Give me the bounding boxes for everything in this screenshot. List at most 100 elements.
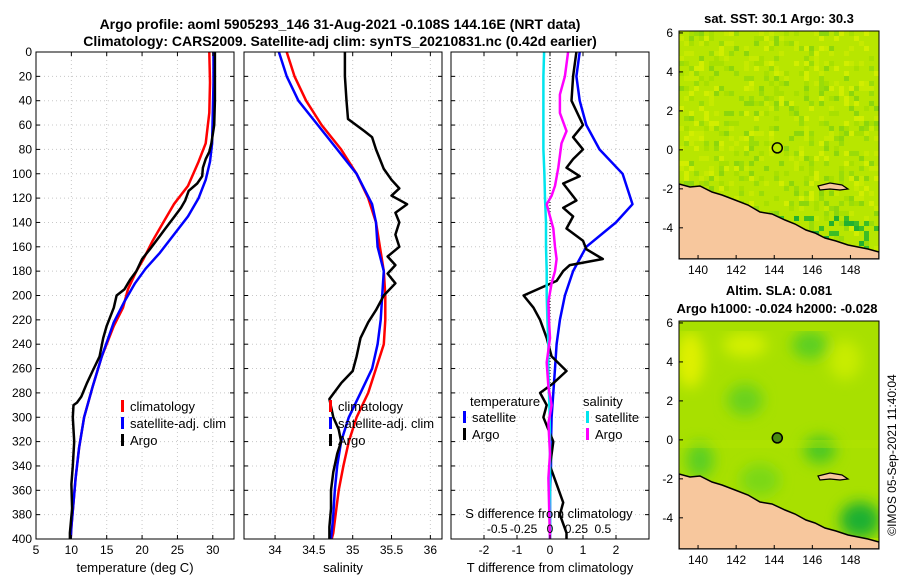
- sst-cell: [814, 61, 819, 66]
- sst-cell: [874, 211, 879, 216]
- sst-cell: [814, 176, 819, 181]
- sst-cell: [804, 76, 809, 81]
- sst-cell: [764, 71, 769, 76]
- y-tick-label: 2: [666, 394, 673, 408]
- sst-cell: [829, 61, 834, 66]
- sst-cell: [704, 111, 709, 116]
- legend-heading-salinity: salinity: [583, 394, 623, 409]
- sst-cell: [829, 176, 834, 181]
- island-manus: [817, 472, 850, 481]
- sst-cell: [719, 131, 724, 136]
- sst-cell: [779, 161, 784, 166]
- sst-cell: [854, 131, 859, 136]
- sst-cell: [799, 121, 804, 126]
- sst-cell: [814, 171, 819, 176]
- sst-cell: [684, 76, 689, 81]
- sst-cell: [874, 176, 879, 181]
- sst-cell: [809, 191, 814, 196]
- sst-cell: [749, 56, 754, 61]
- sst-cell: [794, 46, 799, 51]
- sst-cell: [839, 201, 844, 206]
- sst-cell: [749, 101, 754, 106]
- sst-cell: [849, 106, 854, 111]
- sst-cell: [859, 156, 864, 161]
- x-tick-label: 35.5: [380, 543, 404, 557]
- sst-cell: [849, 81, 854, 86]
- sst-cell: [739, 186, 744, 191]
- sst-cell: [834, 56, 839, 61]
- y-tick-label: 0: [666, 143, 673, 157]
- sst-cell: [829, 51, 834, 56]
- sst-cell: [769, 136, 774, 141]
- sst-cell: [824, 206, 829, 211]
- sst-cell: [729, 66, 734, 71]
- sst-cell: [729, 76, 734, 81]
- sst-cell: [729, 136, 734, 141]
- sst-cell: [814, 156, 819, 161]
- y-tick-label: 240: [12, 337, 32, 351]
- sst-cell: [789, 136, 794, 141]
- legend-label: Argo: [472, 427, 499, 442]
- sst-cell: [859, 241, 864, 246]
- sst-cell: [794, 106, 799, 111]
- sst-cell: [709, 36, 714, 41]
- sst-cell: [704, 141, 709, 146]
- sst-cell: [849, 46, 854, 51]
- sst-cell: [789, 181, 794, 186]
- sst-cell: [819, 226, 824, 231]
- sst-cell: [699, 66, 704, 71]
- sst-cell: [734, 141, 739, 146]
- sst-cell: [689, 161, 694, 166]
- sst-cell: [719, 86, 724, 91]
- sst-cell: [829, 131, 834, 136]
- sst-cell: [839, 161, 844, 166]
- sst-cell: [699, 136, 704, 141]
- sst-cell: [864, 236, 869, 241]
- sst-cell: [859, 181, 864, 186]
- sst-cell: [699, 41, 704, 46]
- sst-cell: [784, 171, 789, 176]
- sst-cell: [684, 181, 689, 186]
- sst-cell: [739, 176, 744, 181]
- sst-cell: [829, 191, 834, 196]
- sst-cell: [849, 91, 854, 96]
- sst-cell: [794, 116, 799, 121]
- sst-cell: [714, 111, 719, 116]
- y-tick-label: 160: [12, 240, 32, 254]
- sst-cell: [754, 156, 759, 161]
- sst-cell: [729, 51, 734, 56]
- sst-cell: [869, 56, 874, 61]
- y-tick-label: 140: [12, 215, 32, 229]
- sst-cell: [864, 136, 869, 141]
- sst-cell: [689, 116, 694, 121]
- sst-cell: [769, 96, 774, 101]
- sst-cell: [754, 36, 759, 41]
- y-tick-label: 120: [12, 191, 32, 205]
- sst-cell: [769, 131, 774, 136]
- sst-cell: [799, 106, 804, 111]
- sst-cell: [764, 46, 769, 51]
- series-line-climatology: [285, 52, 387, 539]
- legend-heading-temperature: temperature: [470, 394, 540, 409]
- sst-cell: [724, 111, 729, 116]
- sst-cell: [769, 31, 774, 36]
- sst-cell: [859, 131, 864, 136]
- sst-cell: [709, 166, 714, 171]
- sst-cell: [849, 101, 854, 106]
- sst-cell: [819, 46, 824, 51]
- sst-cell: [834, 101, 839, 106]
- sst-cell: [804, 96, 809, 101]
- sst-cell: [809, 131, 814, 136]
- sst-cell: [784, 31, 789, 36]
- sst-cell: [874, 116, 879, 121]
- legend-swatch: [329, 417, 332, 429]
- sst-cell: [779, 81, 784, 86]
- sst-cell: [684, 81, 689, 86]
- sst-cell: [709, 176, 714, 181]
- sst-cell: [744, 131, 749, 136]
- series-line-satellite-adj-clim: [277, 52, 386, 539]
- legend-swatch: [586, 411, 589, 423]
- sst-cell: [749, 81, 754, 86]
- x-tick-label: -1: [512, 543, 523, 557]
- sst-cell: [694, 86, 699, 91]
